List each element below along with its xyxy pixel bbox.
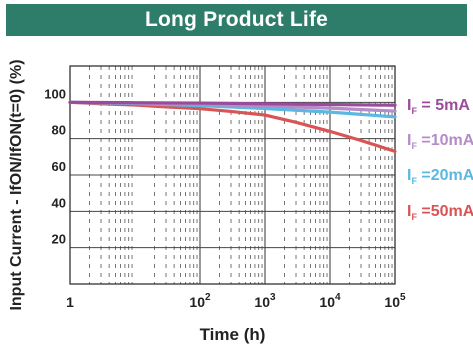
y-tick-labels: 20 40 60 80 100 — [44, 86, 66, 246]
y-tick-label: 80 — [52, 123, 66, 138]
y-tick-label: 40 — [52, 195, 66, 210]
legend-item: IF =10mA — [407, 132, 473, 151]
y-tick-label: 60 — [52, 159, 66, 174]
legend-item: IF = 5mA — [407, 97, 470, 116]
legend-item: IF =20mA — [407, 167, 473, 186]
series-line — [68, 100, 397, 107]
x-axis-label: Time (h) — [200, 325, 266, 344]
legend-label: IF =50mA — [407, 203, 473, 222]
x-tick-label: 102 — [189, 292, 211, 310]
legend: IF = 5mA IF =10mA IF =20mA IF =50mA — [407, 97, 473, 222]
y-tick-label: 100 — [44, 86, 66, 101]
y-axis-label: Input Current - IfON/IfON(t=0) (%) — [8, 59, 25, 310]
legend-label: IF =20mA — [407, 167, 473, 186]
x-tick-label: 105 — [384, 292, 406, 310]
x-tick-label: 104 — [319, 292, 341, 310]
plot-frame — [69, 65, 396, 285]
legend-label: IF =10mA — [407, 132, 473, 151]
x-tick-label: 103 — [254, 292, 276, 310]
grid — [69, 66, 396, 284]
x-tick-labels: 1 102 103 104 105 — [66, 292, 406, 310]
legend-item: IF =50mA — [407, 203, 473, 222]
title-banner: Long Product Life — [6, 4, 467, 36]
series-lines — [68, 100, 397, 153]
chart-title: Long Product Life — [144, 8, 329, 31]
y-tick-label: 20 — [52, 232, 66, 247]
legend-label: IF = 5mA — [407, 97, 470, 116]
x-tick-label: 1 — [66, 294, 74, 310]
